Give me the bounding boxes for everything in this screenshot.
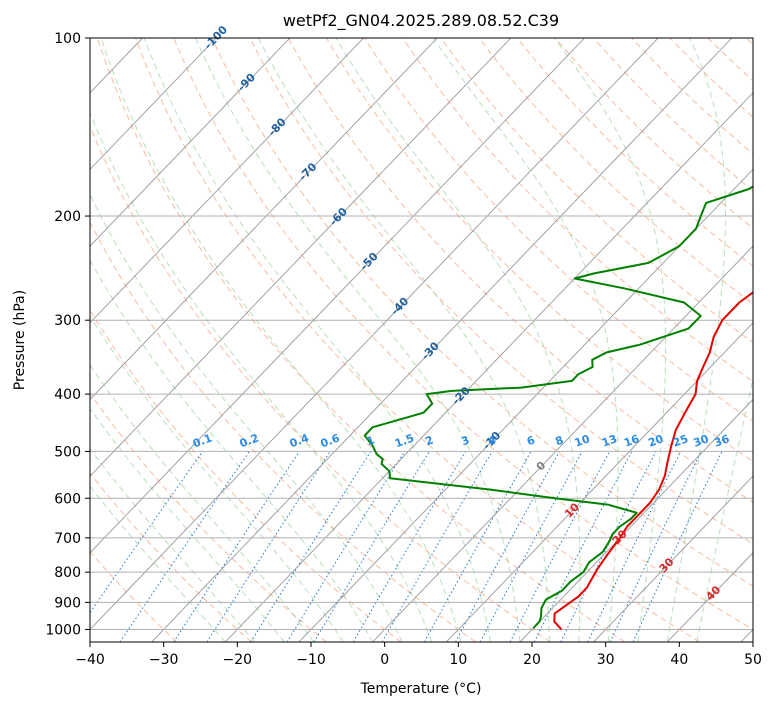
mixing-ratio-label: 2 — [423, 434, 435, 449]
moist-adiabat — [195, 38, 521, 642]
x-tick-label: −30 — [149, 652, 179, 668]
mixing-ratio-label: 0.4 — [288, 431, 311, 450]
mixing-ratio-line — [206, 451, 331, 642]
isotherm — [298, 168, 753, 642]
dry-adiabat — [173, 38, 753, 631]
mixing-ratio-label: 30 — [692, 432, 711, 450]
isotherm — [224, 92, 753, 642]
background-lines — [90, 38, 753, 642]
dry-adiabat — [364, 38, 753, 422]
y-tick-label: 500 — [54, 444, 81, 460]
dry-adiabat — [90, 472, 252, 642]
mixing-ratio-line — [313, 451, 430, 642]
moist-adiabat — [335, 38, 581, 642]
dry-adiabat — [90, 125, 551, 642]
mixing-ratio-label: 20 — [646, 432, 665, 450]
isotherm — [90, 38, 217, 171]
y-tick-label: 400 — [54, 387, 81, 403]
moist-adiabat — [90, 447, 256, 642]
x-tick-label: −40 — [75, 652, 105, 668]
moist-adiabat — [554, 38, 667, 642]
mixing-ratio-line — [423, 451, 532, 642]
isotherm — [593, 475, 753, 642]
mixing-ratio-label: 10 — [573, 432, 592, 450]
x-tick-label: −20 — [223, 652, 253, 668]
profile-series — [363, 185, 753, 631]
isotherm — [372, 245, 753, 642]
mixing-ratio-label: 0.6 — [319, 431, 342, 450]
mixing-ratio-label: 6 — [525, 433, 537, 448]
mixing-ratio-label: 16 — [622, 432, 641, 450]
moist-adiabat — [90, 363, 315, 642]
mixing-ratio-label: 4 — [486, 433, 498, 448]
x-tick-label: 20 — [523, 652, 541, 668]
dry-adiabat — [440, 38, 753, 344]
dewpoint-line — [363, 185, 753, 629]
y-tick-label: 200 — [54, 209, 81, 225]
isotherm — [90, 38, 438, 401]
moist-adiabat — [90, 111, 433, 642]
mixing-ratio-label: 36 — [712, 432, 731, 450]
axis-ticks: −40 −30 −20 −10 0 10 20 30 40 5010020030040050060… — [45, 31, 762, 668]
isotherm — [445, 322, 753, 642]
isotherm — [90, 38, 512, 477]
moist-adiabat — [696, 376, 753, 642]
mixing-ratio-line — [286, 451, 406, 642]
y-tick-label: 1000 — [45, 622, 81, 638]
chart-title: wetPf2_GN04.2025.289.08.52.C39 — [283, 11, 559, 31]
y-tick-label: 100 — [54, 31, 81, 47]
dry-adiabat — [96, 38, 626, 642]
x-tick-label: 30 — [597, 652, 615, 668]
mixing-ratio-line — [119, 451, 250, 642]
mixing-ratio-line — [560, 451, 657, 642]
mixing-ratio-label: 13 — [600, 432, 619, 449]
mixing-ratio-label: 1 — [365, 434, 377, 449]
mixing-ratio-line — [455, 451, 561, 642]
mixing-ratio-label: 8 — [554, 434, 566, 449]
moist-adiabat — [257, 38, 550, 642]
moist-adiabat — [90, 259, 374, 642]
moist-adiabat — [143, 38, 491, 642]
isotherm — [90, 38, 291, 247]
moist-adiabat — [90, 407, 285, 642]
x-tick-label: 10 — [449, 652, 467, 668]
mixing-ratio-line — [533, 451, 633, 642]
y-tick-label: 700 — [54, 531, 81, 547]
mixing-ratio-label: 0.2 — [238, 431, 261, 450]
moist-adiabat — [90, 485, 226, 642]
dry-adiabat — [402, 38, 753, 383]
moist-adiabat — [666, 38, 726, 642]
y-tick-label: 800 — [54, 565, 81, 581]
mixing-ratio-line — [173, 451, 300, 642]
x-tick-label: 50 — [744, 652, 762, 668]
isotherm — [90, 38, 659, 631]
dry-adiabat — [478, 38, 753, 305]
isotherm — [90, 38, 585, 554]
x-axis-label: Temperature (°C) — [360, 681, 482, 697]
mixing-ratio-label: 25 — [671, 432, 690, 449]
mixing-ratio-label: 3 — [460, 434, 472, 449]
isotherm — [151, 38, 733, 642]
y-tick-label: 600 — [54, 491, 81, 507]
moist-adiabat — [100, 38, 462, 642]
plot-frame — [89, 37, 754, 643]
mixing-ratio-label: 1.5 — [393, 432, 416, 451]
mixing-ratio-label: 0.1 — [191, 432, 214, 451]
x-tick-label: −10 — [296, 652, 326, 668]
y-tick-label: 300 — [54, 313, 81, 329]
y-axis-label: Pressure (hPa) — [12, 290, 28, 390]
isotherm — [90, 38, 364, 324]
dry-adiabat — [90, 221, 476, 642]
moist-adiabat — [90, 314, 344, 642]
x-tick-label: 0 — [380, 652, 389, 668]
y-tick-label: 900 — [54, 595, 81, 611]
x-tick-label: 40 — [670, 652, 688, 668]
temperature-line — [553, 291, 753, 631]
